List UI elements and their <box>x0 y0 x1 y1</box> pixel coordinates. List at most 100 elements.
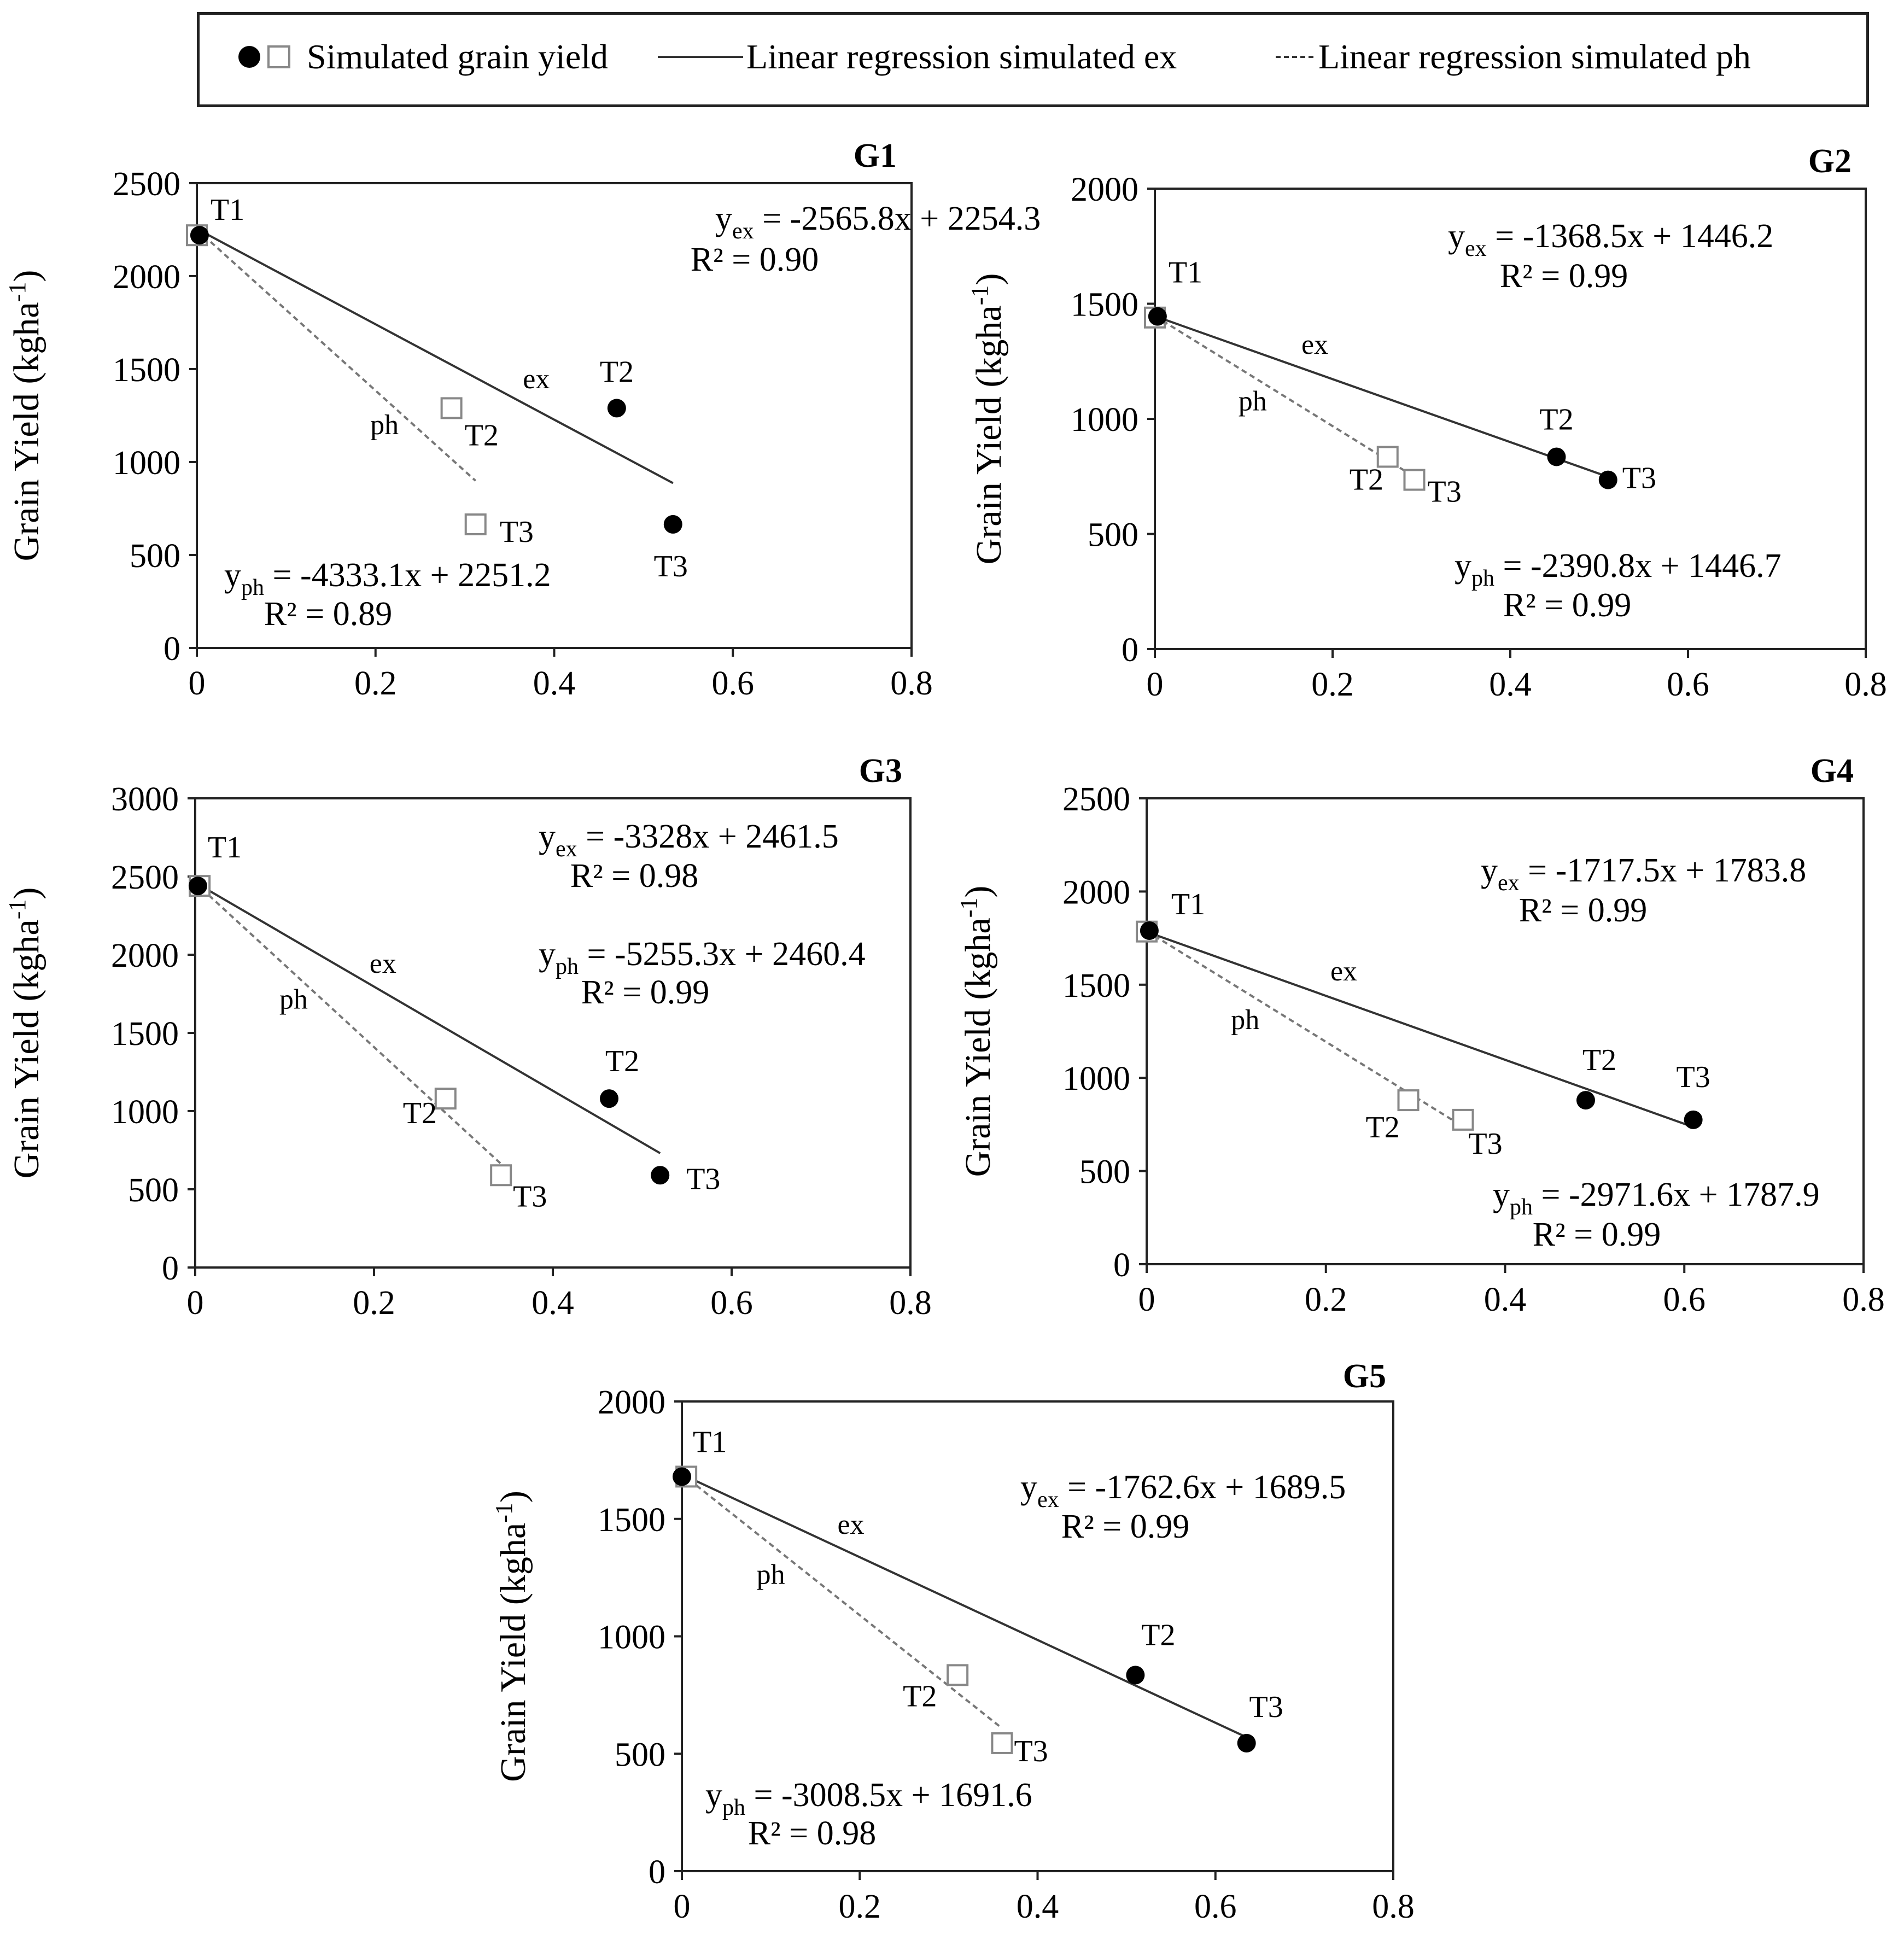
point-label-ex: T1 <box>211 193 244 227</box>
point-label-ph: T3 <box>1014 1734 1048 1768</box>
data-point-ph <box>1403 469 1426 491</box>
y-tick-label: 1000 <box>598 1619 665 1656</box>
r-squared-ex: R² = 0.99 <box>1519 892 1647 929</box>
data-point-ex <box>1140 921 1159 940</box>
data-point-ex <box>663 515 682 534</box>
y-axis-label: Grain Yield (kgha-1) <box>4 887 46 1179</box>
data-point-ex <box>190 226 209 245</box>
data-point-ex <box>1237 1733 1256 1753</box>
point-label-ex: T3 <box>686 1162 720 1196</box>
regression-line-ex <box>194 881 661 1154</box>
y-tick-label: 2500 <box>111 859 179 896</box>
x-tick-label: 0 <box>1147 666 1164 703</box>
y-tick-label: 500 <box>130 538 180 575</box>
r-squared-ph: R² = 0.99 <box>1503 587 1631 624</box>
regression-line-ph <box>681 1473 1003 1730</box>
y-tick-label: 0 <box>163 630 180 668</box>
data-point-ex <box>1598 470 1617 489</box>
r-squared-ph: R² = 0.99 <box>1533 1216 1661 1253</box>
regression-line-ex <box>681 1473 1247 1738</box>
y-tick-label: 1000 <box>113 445 180 482</box>
equation-ex: yex = -1717.5x + 1783.8 <box>1481 852 1806 896</box>
line-label-ex: ex <box>837 1509 864 1540</box>
line-label-ex: ex <box>1301 329 1328 360</box>
equation-ph: yph = -5255.3x + 2460.4 <box>539 936 866 979</box>
data-point-ex <box>651 1166 670 1185</box>
y-tick-label: 1500 <box>113 352 180 389</box>
chart-g5: 0 500 1000 1500 2000 0 0.2 0.4 0.6 0.8 Grain Yield… <box>490 1358 1415 1925</box>
legend-marker-open-square <box>267 45 290 68</box>
point-label-ph: T3 <box>513 1179 547 1213</box>
point-label-ex: T3 <box>654 550 688 583</box>
chart-title: G2 <box>1808 143 1852 180</box>
x-tick-label: 0.4 <box>1017 1888 1059 1925</box>
data-point-ph <box>947 1664 969 1686</box>
x-tick-label: 0.6 <box>710 1284 753 1322</box>
data-point-ex <box>1148 307 1167 326</box>
data-point-ph <box>1376 446 1399 468</box>
r-squared-ex: R² = 0.98 <box>570 857 698 895</box>
y-tick-label: 1000 <box>1071 401 1138 439</box>
x-tick-label: 0 <box>1138 1281 1155 1318</box>
point-label-ph: T2 <box>903 1679 937 1713</box>
chart-g2: 0 500 1000 1500 2000 0 0.2 0.4 0.6 0.8 Grain Yield… <box>966 143 1887 703</box>
regression-line-ph <box>196 229 477 482</box>
point-label-ph: T2 <box>1366 1111 1400 1144</box>
point-label-ex: T2 <box>1141 1618 1175 1652</box>
data-point-ex <box>673 1467 691 1486</box>
point-label-ex: T1 <box>693 1425 727 1459</box>
y-tick-label: 1000 <box>1062 1060 1130 1097</box>
y-tick-label: 1000 <box>111 1094 179 1131</box>
y-tick-label: 500 <box>615 1736 665 1773</box>
data-point-ex <box>1547 447 1566 466</box>
y-axis-label: Grain Yield (kgha-1) <box>490 1491 533 1782</box>
y-axis-label: Grain Yield (kgha-1) <box>966 273 1009 565</box>
data-point-ph <box>440 397 463 419</box>
x-tick-label: 0.2 <box>353 1284 395 1322</box>
data-point-ph <box>490 1164 512 1187</box>
x-tick-label: 0.6 <box>712 665 755 702</box>
data-point-ph <box>1452 1108 1474 1131</box>
y-axis-label: Grain Yield (kgha-1) <box>4 270 46 562</box>
line-label-ph: ph <box>370 410 399 441</box>
regression-line-ex <box>1146 931 1694 1129</box>
data-point-ex <box>1684 1110 1703 1129</box>
y-tick-label: 1500 <box>1071 287 1138 324</box>
x-tick-label: 0.8 <box>1844 666 1887 703</box>
y-tick-label: 2000 <box>598 1384 665 1421</box>
x-tick-label: 0.2 <box>354 665 397 702</box>
equation-ph: yph = -4333.1x + 2251.2 <box>224 557 551 600</box>
y-tick-label: 0 <box>649 1854 665 1891</box>
line-label-ex: ex <box>370 948 396 979</box>
legend-points-label: Simulated grain yield <box>307 37 608 76</box>
y-tick-label: 500 <box>1079 1154 1130 1191</box>
point-label-ph: T2 <box>1350 463 1383 496</box>
data-point-ph <box>1397 1089 1420 1112</box>
y-tick-label: 2000 <box>1062 874 1130 911</box>
y-tick-label: 3000 <box>111 781 179 818</box>
legend-ex-line-swatch <box>658 56 743 58</box>
data-point-ex <box>188 877 207 896</box>
point-label-ph: T3 <box>500 515 534 549</box>
point-label-ex: T2 <box>600 355 634 389</box>
chart-title: G5 <box>1343 1358 1386 1395</box>
point-label-ph: T2 <box>465 418 499 452</box>
chart-g1: 0 500 1000 1500 2000 2500 0 0.2 0.4 0.6 0.8 Grain Y… <box>4 137 1041 702</box>
x-tick-label: 0.6 <box>1663 1281 1706 1318</box>
data-point-ex <box>607 399 626 418</box>
y-tick-label: 500 <box>1088 517 1138 554</box>
y-tick-label: 0 <box>1113 1247 1130 1284</box>
regression-line-ph <box>194 881 502 1165</box>
r-squared-ph: R² = 0.89 <box>264 595 392 633</box>
x-tick-label: 0.4 <box>532 1284 574 1322</box>
x-tick-label: 0.2 <box>1305 1281 1347 1318</box>
regression-line-ex <box>1154 315 1609 478</box>
point-label-ex: T1 <box>1171 887 1205 921</box>
x-tick-label: 0.4 <box>533 665 576 702</box>
equation-ex: yex = -2565.8x + 2254.3 <box>715 200 1041 244</box>
point-label-ex: T1 <box>208 831 242 864</box>
r-squared-ex: R² = 0.99 <box>1061 1508 1189 1545</box>
chart-g3: 0 500 1000 1500 2000 2500 3000 0 0.2 0.4 0.6 0.8 Gra… <box>4 752 932 1322</box>
y-tick-label: 2000 <box>111 937 179 974</box>
x-tick-label: 0.4 <box>1484 1281 1527 1318</box>
